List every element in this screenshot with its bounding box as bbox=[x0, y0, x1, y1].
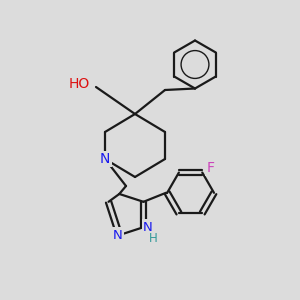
Text: N: N bbox=[100, 152, 110, 166]
Text: H: H bbox=[149, 232, 158, 245]
Text: HO: HO bbox=[69, 77, 90, 91]
Text: F: F bbox=[207, 161, 215, 175]
Text: N: N bbox=[113, 229, 123, 242]
Text: N: N bbox=[143, 221, 153, 234]
